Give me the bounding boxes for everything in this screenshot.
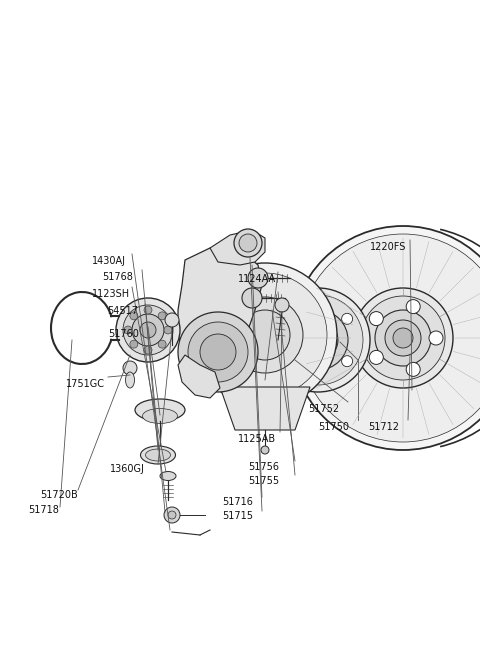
Circle shape bbox=[406, 299, 420, 314]
Circle shape bbox=[353, 288, 453, 388]
Text: 51768: 51768 bbox=[102, 272, 133, 282]
Circle shape bbox=[393, 328, 413, 348]
Circle shape bbox=[342, 313, 353, 324]
Text: 51760: 51760 bbox=[108, 329, 139, 339]
Circle shape bbox=[168, 511, 176, 519]
Circle shape bbox=[342, 356, 353, 367]
Circle shape bbox=[375, 310, 431, 366]
Text: 51712: 51712 bbox=[368, 422, 399, 432]
Circle shape bbox=[291, 226, 480, 450]
Circle shape bbox=[248, 268, 268, 288]
Circle shape bbox=[239, 234, 257, 252]
Circle shape bbox=[124, 326, 132, 334]
Polygon shape bbox=[210, 230, 265, 265]
Circle shape bbox=[406, 362, 420, 377]
Circle shape bbox=[288, 310, 348, 370]
Text: 51718: 51718 bbox=[28, 505, 59, 515]
Circle shape bbox=[299, 234, 480, 442]
Text: 1125AB: 1125AB bbox=[238, 434, 276, 444]
Ellipse shape bbox=[160, 472, 176, 481]
Circle shape bbox=[385, 320, 421, 356]
Circle shape bbox=[193, 263, 337, 407]
Circle shape bbox=[240, 310, 290, 360]
Ellipse shape bbox=[143, 409, 178, 424]
Text: 1360GJ: 1360GJ bbox=[110, 464, 145, 474]
Circle shape bbox=[123, 305, 173, 355]
Text: 51720B: 51720B bbox=[40, 490, 78, 500]
Text: 51752: 51752 bbox=[308, 404, 339, 414]
Circle shape bbox=[301, 369, 312, 380]
Circle shape bbox=[164, 507, 180, 523]
Circle shape bbox=[266, 288, 370, 392]
Circle shape bbox=[200, 334, 236, 370]
Polygon shape bbox=[178, 248, 262, 368]
Circle shape bbox=[165, 313, 179, 327]
Circle shape bbox=[123, 361, 137, 375]
Circle shape bbox=[116, 298, 180, 362]
Circle shape bbox=[308, 330, 328, 350]
Circle shape bbox=[301, 300, 312, 311]
Text: 51716: 51716 bbox=[222, 497, 253, 507]
Ellipse shape bbox=[135, 399, 185, 421]
Circle shape bbox=[429, 331, 443, 345]
Circle shape bbox=[276, 335, 288, 345]
Text: 51715: 51715 bbox=[222, 511, 253, 521]
Circle shape bbox=[158, 340, 166, 348]
Text: 1124AA: 1124AA bbox=[238, 274, 276, 284]
Circle shape bbox=[242, 288, 262, 308]
Ellipse shape bbox=[141, 446, 176, 464]
Circle shape bbox=[273, 295, 363, 385]
Circle shape bbox=[164, 326, 172, 334]
Circle shape bbox=[369, 312, 384, 326]
Circle shape bbox=[130, 340, 138, 348]
Circle shape bbox=[132, 314, 164, 346]
Circle shape bbox=[158, 312, 166, 320]
Circle shape bbox=[178, 312, 258, 392]
Text: 1430AJ: 1430AJ bbox=[92, 256, 126, 266]
Circle shape bbox=[369, 350, 384, 364]
Ellipse shape bbox=[145, 449, 170, 461]
Text: 51750: 51750 bbox=[318, 422, 349, 432]
Circle shape bbox=[275, 298, 289, 312]
Polygon shape bbox=[220, 387, 310, 430]
Text: 1220FS: 1220FS bbox=[370, 242, 407, 252]
Ellipse shape bbox=[125, 372, 134, 388]
Circle shape bbox=[261, 446, 269, 454]
Circle shape bbox=[227, 297, 303, 373]
Polygon shape bbox=[178, 355, 220, 398]
Circle shape bbox=[298, 320, 338, 360]
Text: 1751GC: 1751GC bbox=[66, 379, 105, 389]
Text: 1123SH: 1123SH bbox=[92, 289, 130, 299]
Circle shape bbox=[144, 346, 152, 354]
Text: 51755: 51755 bbox=[248, 476, 279, 486]
Circle shape bbox=[130, 312, 138, 320]
Circle shape bbox=[203, 273, 327, 397]
Circle shape bbox=[361, 296, 445, 380]
Circle shape bbox=[144, 306, 152, 314]
Text: 54517: 54517 bbox=[107, 306, 138, 316]
Text: 51756: 51756 bbox=[248, 462, 279, 472]
Circle shape bbox=[140, 322, 156, 338]
Circle shape bbox=[234, 229, 262, 257]
Circle shape bbox=[188, 322, 248, 382]
